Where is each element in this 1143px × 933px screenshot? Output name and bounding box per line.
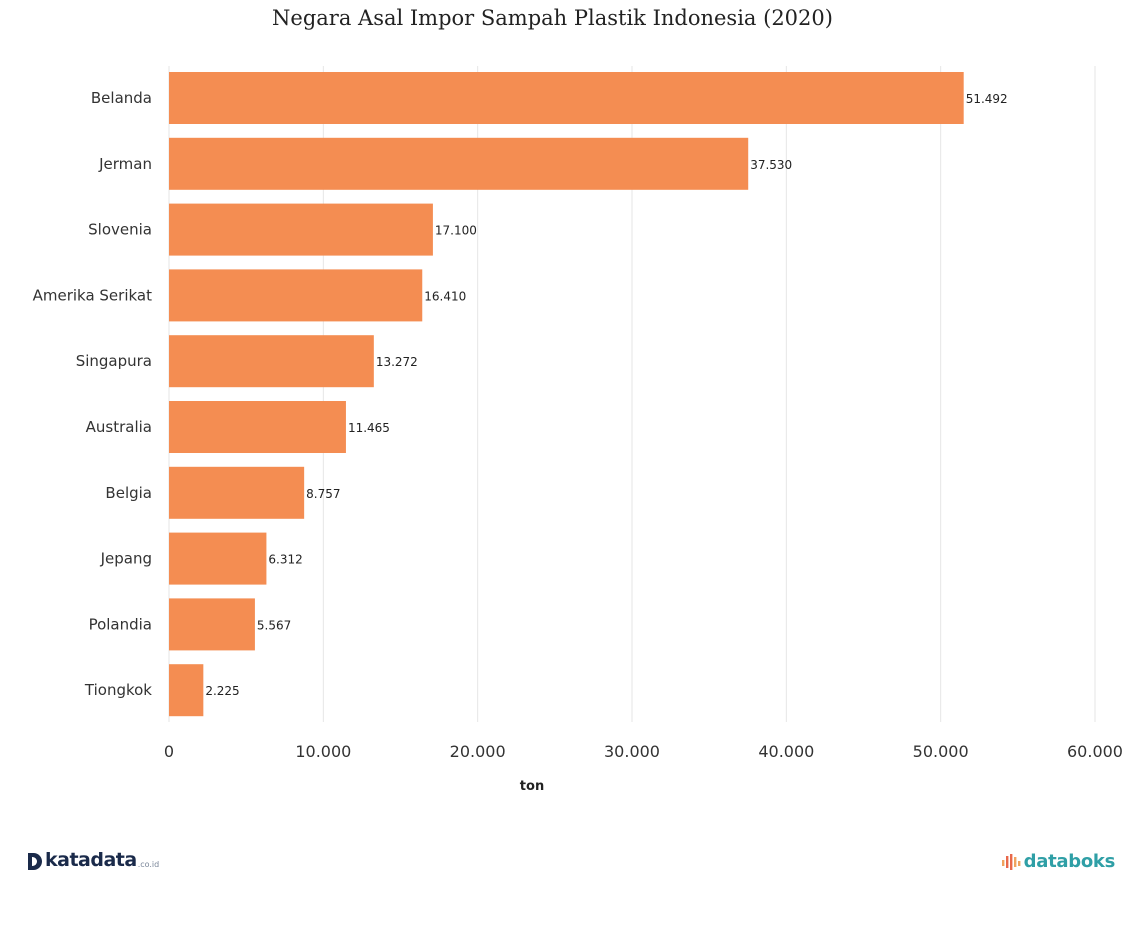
katadata-logo-text: katadata [45, 849, 137, 871]
value-label: 13.272 [376, 355, 418, 369]
category-label: Jepang [100, 550, 152, 568]
category-label: Amerika Serikat [33, 286, 153, 304]
bar [169, 664, 204, 717]
value-label: 37.530 [750, 158, 792, 172]
value-label: 16.410 [424, 289, 466, 303]
bar [169, 72, 964, 124]
category-label: Australia [86, 418, 152, 436]
value-label: 8.757 [306, 487, 340, 501]
x-tick-label: 20.000 [450, 742, 506, 761]
value-label: 51.492 [966, 92, 1008, 106]
category-label: Belgia [105, 484, 152, 502]
labels-layer: Belanda 51.492 Jerman 37.530 Slovenia 17.100 A… [33, 89, 1008, 699]
category-label: Slovenia [88, 221, 152, 239]
katadata-logo: katadata .co.id [28, 851, 159, 870]
databoks-logo-text: databoks [1023, 851, 1116, 872]
value-label: 11.465 [348, 421, 390, 435]
category-label: Polandia [89, 615, 152, 633]
bar [169, 335, 374, 388]
axis-layer: 0 10.000 20.000 30.000 40.000 50.000 60.000 ton [164, 742, 1123, 794]
x-tick-label: 30.000 [604, 742, 660, 761]
x-tick-label: 40.000 [758, 742, 814, 761]
x-tick-label: 0 [164, 742, 174, 761]
value-label: 17.100 [435, 224, 477, 238]
bar [169, 269, 423, 322]
category-label: Singapura [76, 352, 152, 370]
category-label: Belanda [91, 89, 152, 107]
bars-layer [169, 72, 964, 717]
databoks-icon [1001, 853, 1021, 870]
bar [169, 532, 267, 585]
value-label: 6.312 [268, 553, 302, 567]
bar [169, 598, 255, 651]
value-label: 5.567 [257, 618, 291, 632]
x-tick-label: 50.000 [913, 742, 969, 761]
databoks-logo: databoks [1001, 851, 1115, 872]
category-label: Jerman [98, 155, 152, 173]
bar [169, 401, 346, 453]
x-tick-label: 10.000 [295, 742, 351, 761]
value-label: 2.225 [205, 684, 239, 698]
category-label: Tiongkok [84, 681, 152, 699]
x-tick-label: 60.000 [1067, 742, 1123, 761]
bar [169, 137, 749, 190]
bar [169, 203, 433, 256]
x-axis-title: ton [520, 779, 544, 794]
katadata-logo-suffix: .co.id [137, 860, 160, 869]
bar [169, 466, 305, 519]
katadata-icon [28, 853, 42, 870]
chart-title: Negara Asal Impor Sampah Plastik Indones… [272, 6, 833, 30]
